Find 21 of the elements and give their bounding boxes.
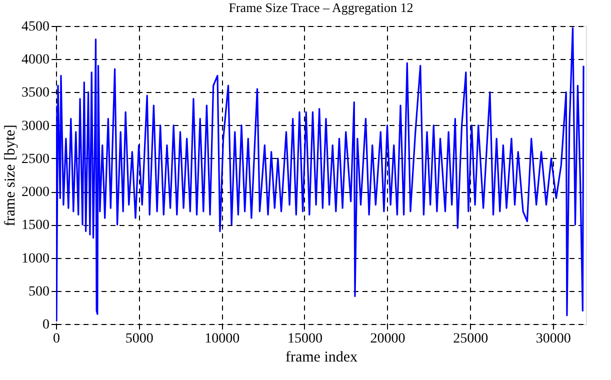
y-tick-label: 2500 [22, 152, 50, 167]
x-tick-label: 5000 [125, 332, 154, 346]
line-series [56, 27, 584, 322]
y-tick-label: 1500 [22, 218, 50, 234]
x-tick-label: 20000 [370, 332, 406, 346]
x-tick-label: 0 [53, 332, 60, 346]
y-tick-label: 0 [42, 318, 50, 332]
x-tick-label: 30000 [536, 332, 571, 346]
y-tick-label: 3000 [22, 118, 50, 134]
y-tick-label: 4500 [22, 20, 50, 34]
y-tick-label: 1000 [22, 251, 50, 266]
x-tick-label: 15000 [287, 332, 322, 346]
x-axis-title: frame index [285, 350, 358, 366]
y-tick-label: 4000 [22, 52, 50, 68]
chart-title: Frame Size Trace – Aggregation 12 [228, 0, 414, 15]
y-tick-label: 500 [28, 284, 50, 300]
y-tick-label: 3500 [22, 86, 50, 101]
y-tick-label: 2000 [22, 185, 50, 200]
x-tick-label: 25000 [453, 332, 488, 346]
y-axis-title: frame size [byte] [2, 124, 18, 226]
x-tick-label: 10000 [204, 332, 240, 346]
